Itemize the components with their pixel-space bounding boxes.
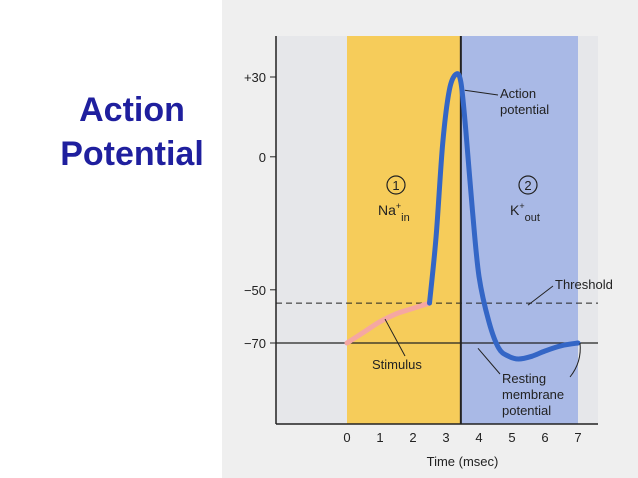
phase-2-number-circle [518,175,538,195]
slide-title-line-1: Action [79,91,185,129]
slide-title-line-2: Potential [60,135,204,174]
action-potential-label-line: Action [500,86,536,101]
threshold-leader [527,285,554,306]
slide-title: Action Potential [42,88,222,176]
action-potential-curve [427,71,581,362]
resting-potential-label-line: potential [502,403,551,418]
phase-2-number: 2 [524,178,531,193]
resting-potential-leader-right [569,342,581,378]
stimulus-leader [384,318,406,357]
x-tick-label: 0 [343,430,350,445]
stimulus-label: Stimulus [372,357,422,372]
phase-1-number-circle [386,175,406,195]
x-axis-title: Time (msec) [427,454,499,469]
resting-potential-leader [477,347,501,375]
phase-1-ion-label: Na+in [378,201,410,224]
phase-2-ion-label: K+out [510,201,540,224]
resting-potential-label-line: membrane [502,387,564,402]
y-tick-label: 0 [259,150,266,165]
x-tick-label: 6 [541,430,548,445]
y-tick-label: −70 [244,336,266,351]
action-potential-label-line: potential [500,102,549,117]
y-tick-label: +30 [244,70,266,85]
threshold-label: Threshold [555,277,613,292]
x-tick-label: 5 [508,430,515,445]
phase-1-number: 1 [392,178,399,193]
stimulus-curve [344,300,432,346]
x-tick-label: 2 [409,430,416,445]
action-potential-leader [464,89,499,96]
phase-1-band [347,36,461,424]
x-tick-label: 3 [442,430,449,445]
resting-potential-label-line: Resting [502,371,546,386]
y-tick-label: −50 [244,283,266,298]
x-tick-label: 7 [574,430,581,445]
x-tick-label: 4 [475,430,482,445]
x-tick-label: 1 [376,430,383,445]
